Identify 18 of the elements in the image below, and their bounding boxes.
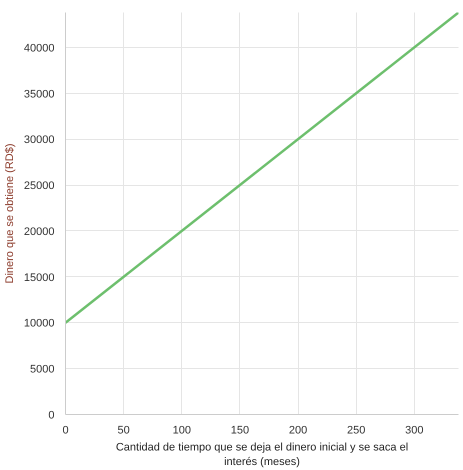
y-axis-title: Dinero que se obtiene (RD$): [4, 143, 16, 284]
y-tick-label: 10000: [24, 318, 55, 330]
y-tick-label: 20000: [24, 226, 55, 238]
y-tick-label: 0: [48, 410, 55, 422]
x-axis-title: Cantidad de tiempo que se deja el dinero inicial y se saca el interés (meses): [116, 442, 408, 468]
y-tick-label: 5000: [30, 364, 55, 376]
x-tick-label: 200: [288, 424, 308, 436]
x-tick-label: 150: [230, 424, 250, 436]
y-tick-label: 25000: [24, 180, 55, 192]
y-tick-label: 15000: [24, 272, 55, 284]
x-tick-label: 0: [62, 424, 69, 436]
y-tick-label: 40000: [24, 42, 55, 54]
x-tick-label: 100: [172, 424, 191, 436]
y-tick-label: 35000: [24, 88, 55, 100]
x-tick-label: 250: [347, 424, 366, 436]
y-tick-label: 30000: [24, 134, 55, 146]
x-tick-label: 50: [118, 424, 130, 436]
x-tick-label: 300: [405, 424, 424, 436]
